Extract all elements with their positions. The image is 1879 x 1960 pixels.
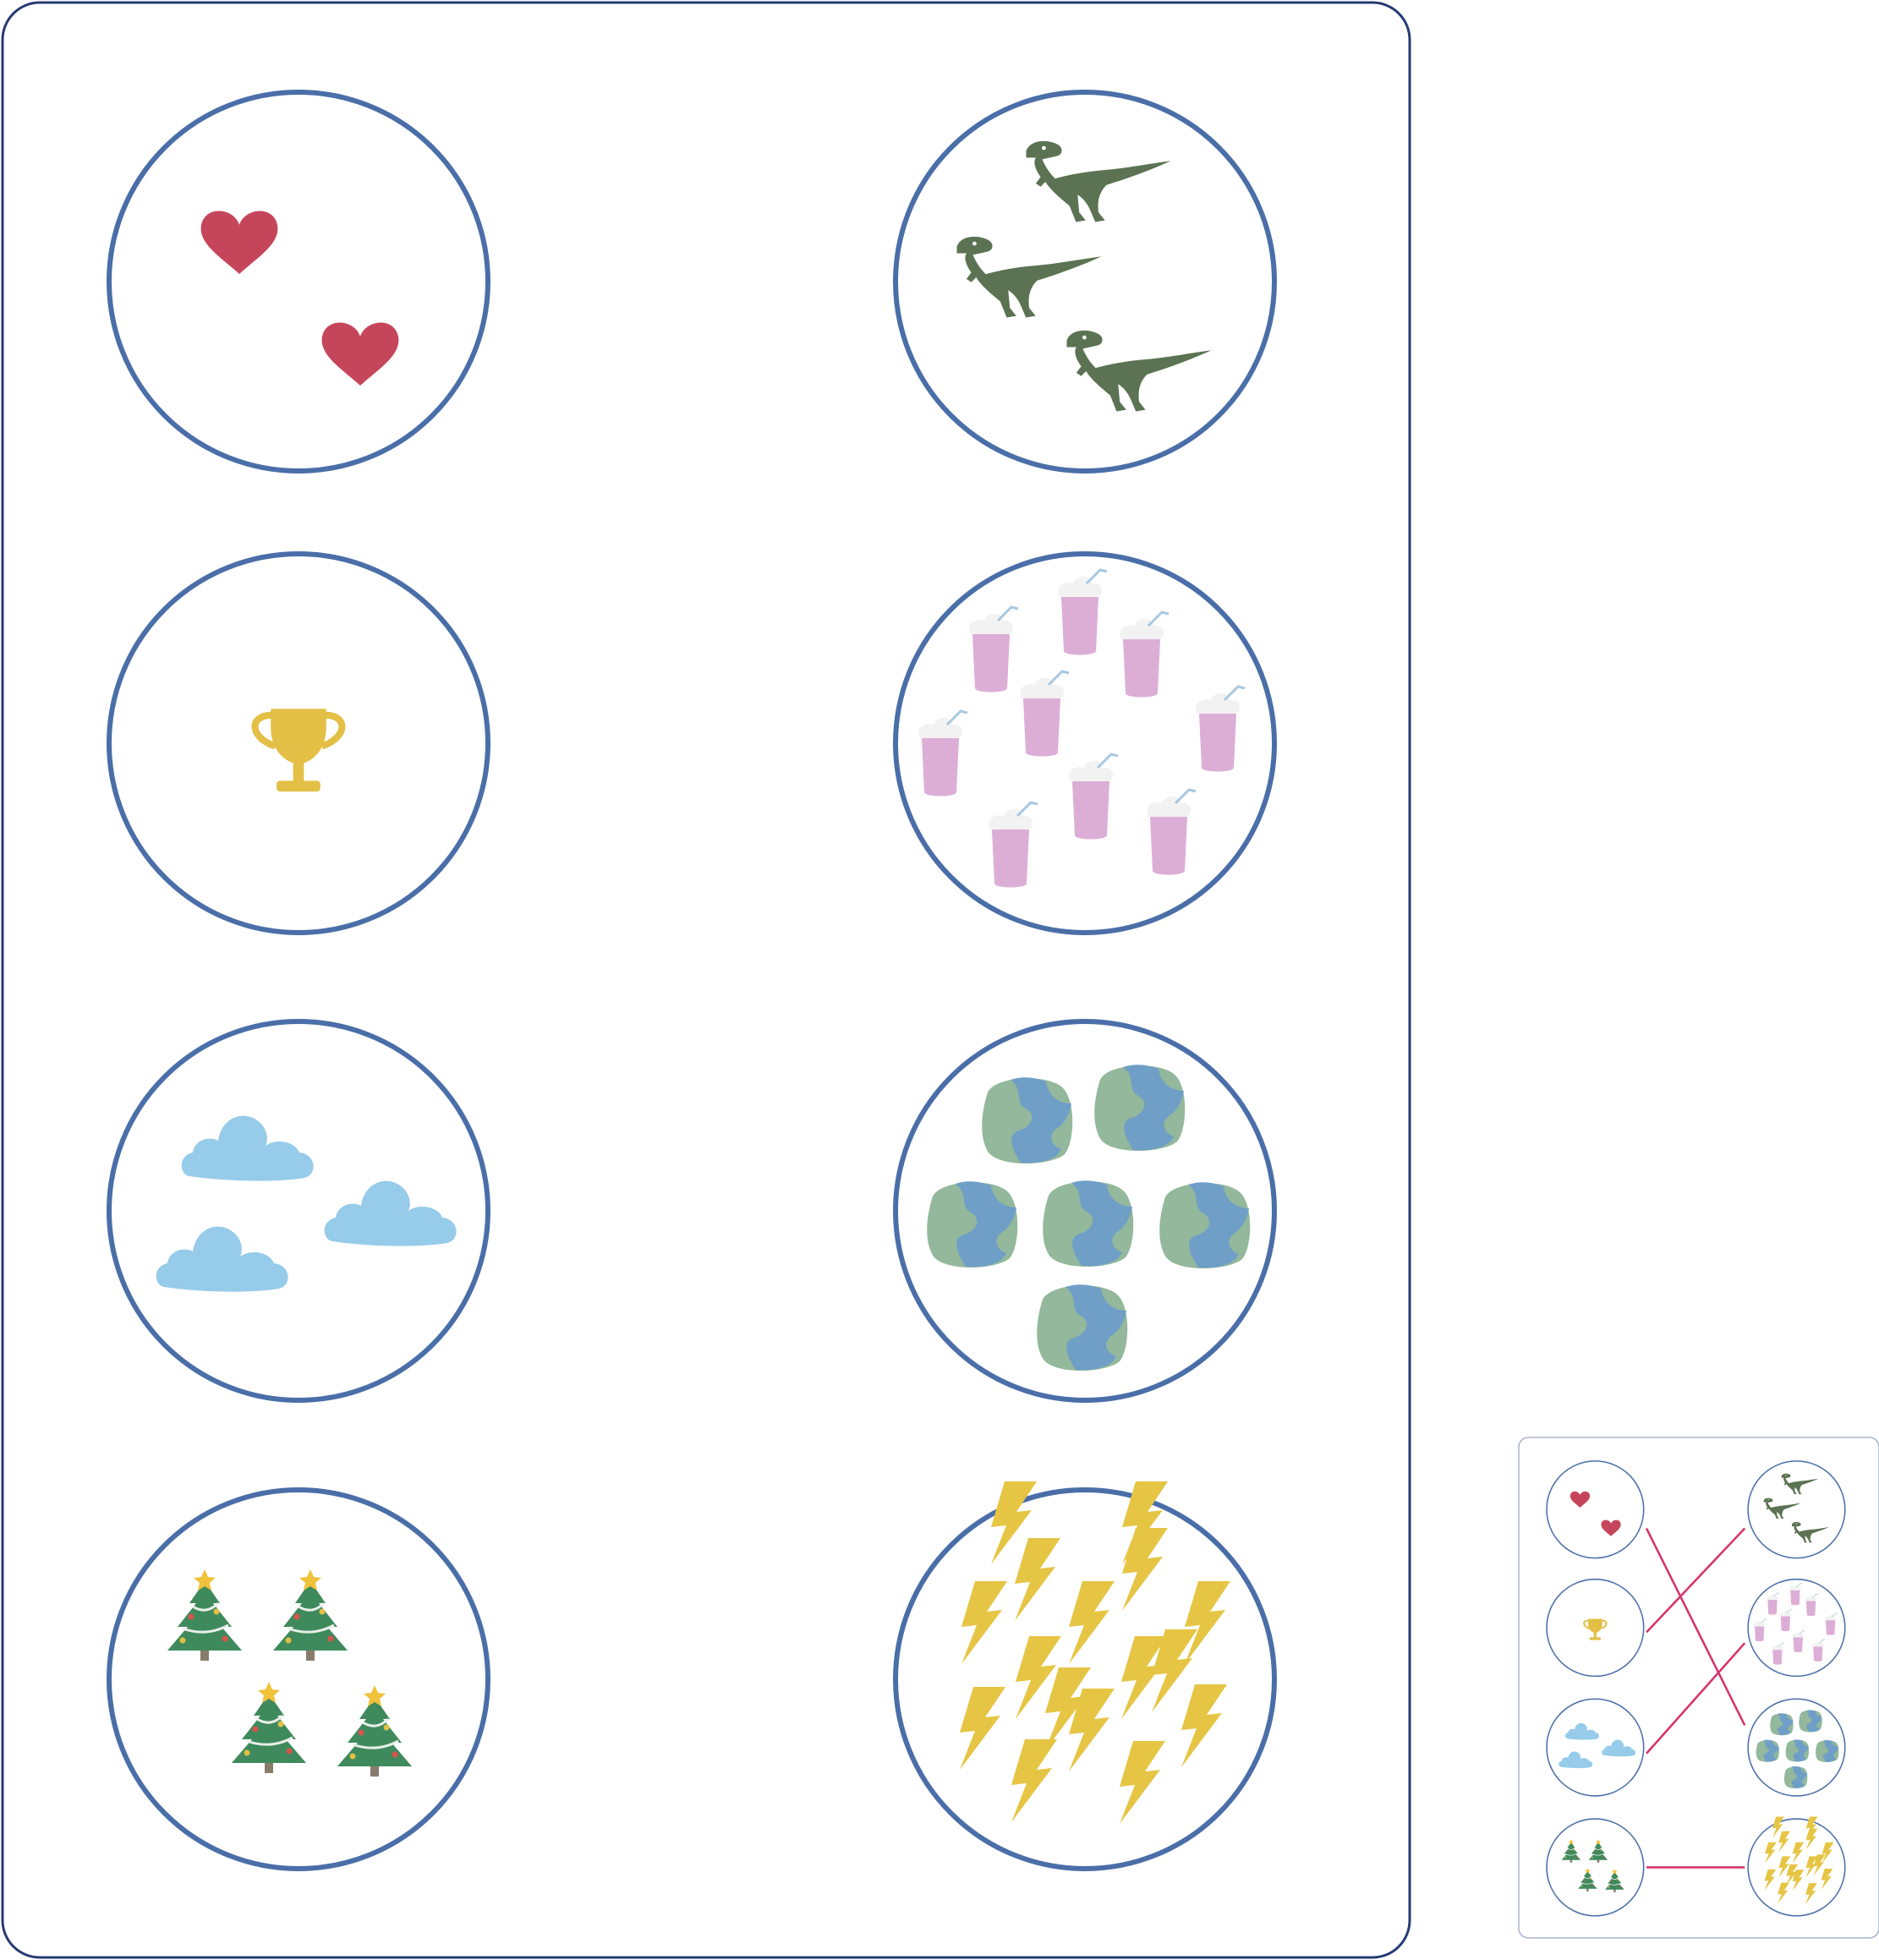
left-circle-clouds[interactable]: [107, 1019, 490, 1403]
earth-globe-icon: [1037, 1284, 1128, 1371]
answer-line: [1646, 1527, 1746, 1634]
earth-globe-icon: [927, 1181, 1018, 1267]
answer-circle-milkshakes: [1747, 1578, 1846, 1678]
left-circle-hearts[interactable]: [107, 90, 490, 474]
right-circle-lightning[interactable]: [893, 1481, 1277, 1871]
answer-line: [1646, 1642, 1746, 1755]
earth-globe-icon: [1094, 1065, 1186, 1151]
answer-circle-trophy: [1546, 1578, 1645, 1678]
worksheet-frame: [1, 1, 1411, 1959]
earth-globe-icon: [982, 1077, 1073, 1163]
answer-circle-trees: [1546, 1818, 1645, 1917]
earth-globe-icon: [1043, 1180, 1134, 1267]
answer-key-lines: [1645, 1527, 1746, 1869]
earth-globe-icon: [1159, 1182, 1251, 1268]
right-circle-earths[interactable]: [893, 1019, 1277, 1403]
answer-circle-lightning: [1747, 1816, 1846, 1917]
left-circle-trophy[interactable]: [107, 551, 490, 935]
answer-circle-dinosaurs: [1747, 1460, 1846, 1559]
answer-line: [1645, 1527, 1746, 1727]
right-circle-milkshakes[interactable]: [893, 551, 1277, 935]
answer-circle-clouds: [1546, 1698, 1645, 1797]
right-circle-dinosaurs[interactable]: [893, 90, 1277, 474]
answer-circle-earths: [1747, 1698, 1846, 1797]
answer-key-panel: [1518, 1437, 1879, 1939]
answer-circle-hearts: [1546, 1460, 1645, 1559]
left-circle-trees[interactable]: [107, 1487, 490, 1871]
